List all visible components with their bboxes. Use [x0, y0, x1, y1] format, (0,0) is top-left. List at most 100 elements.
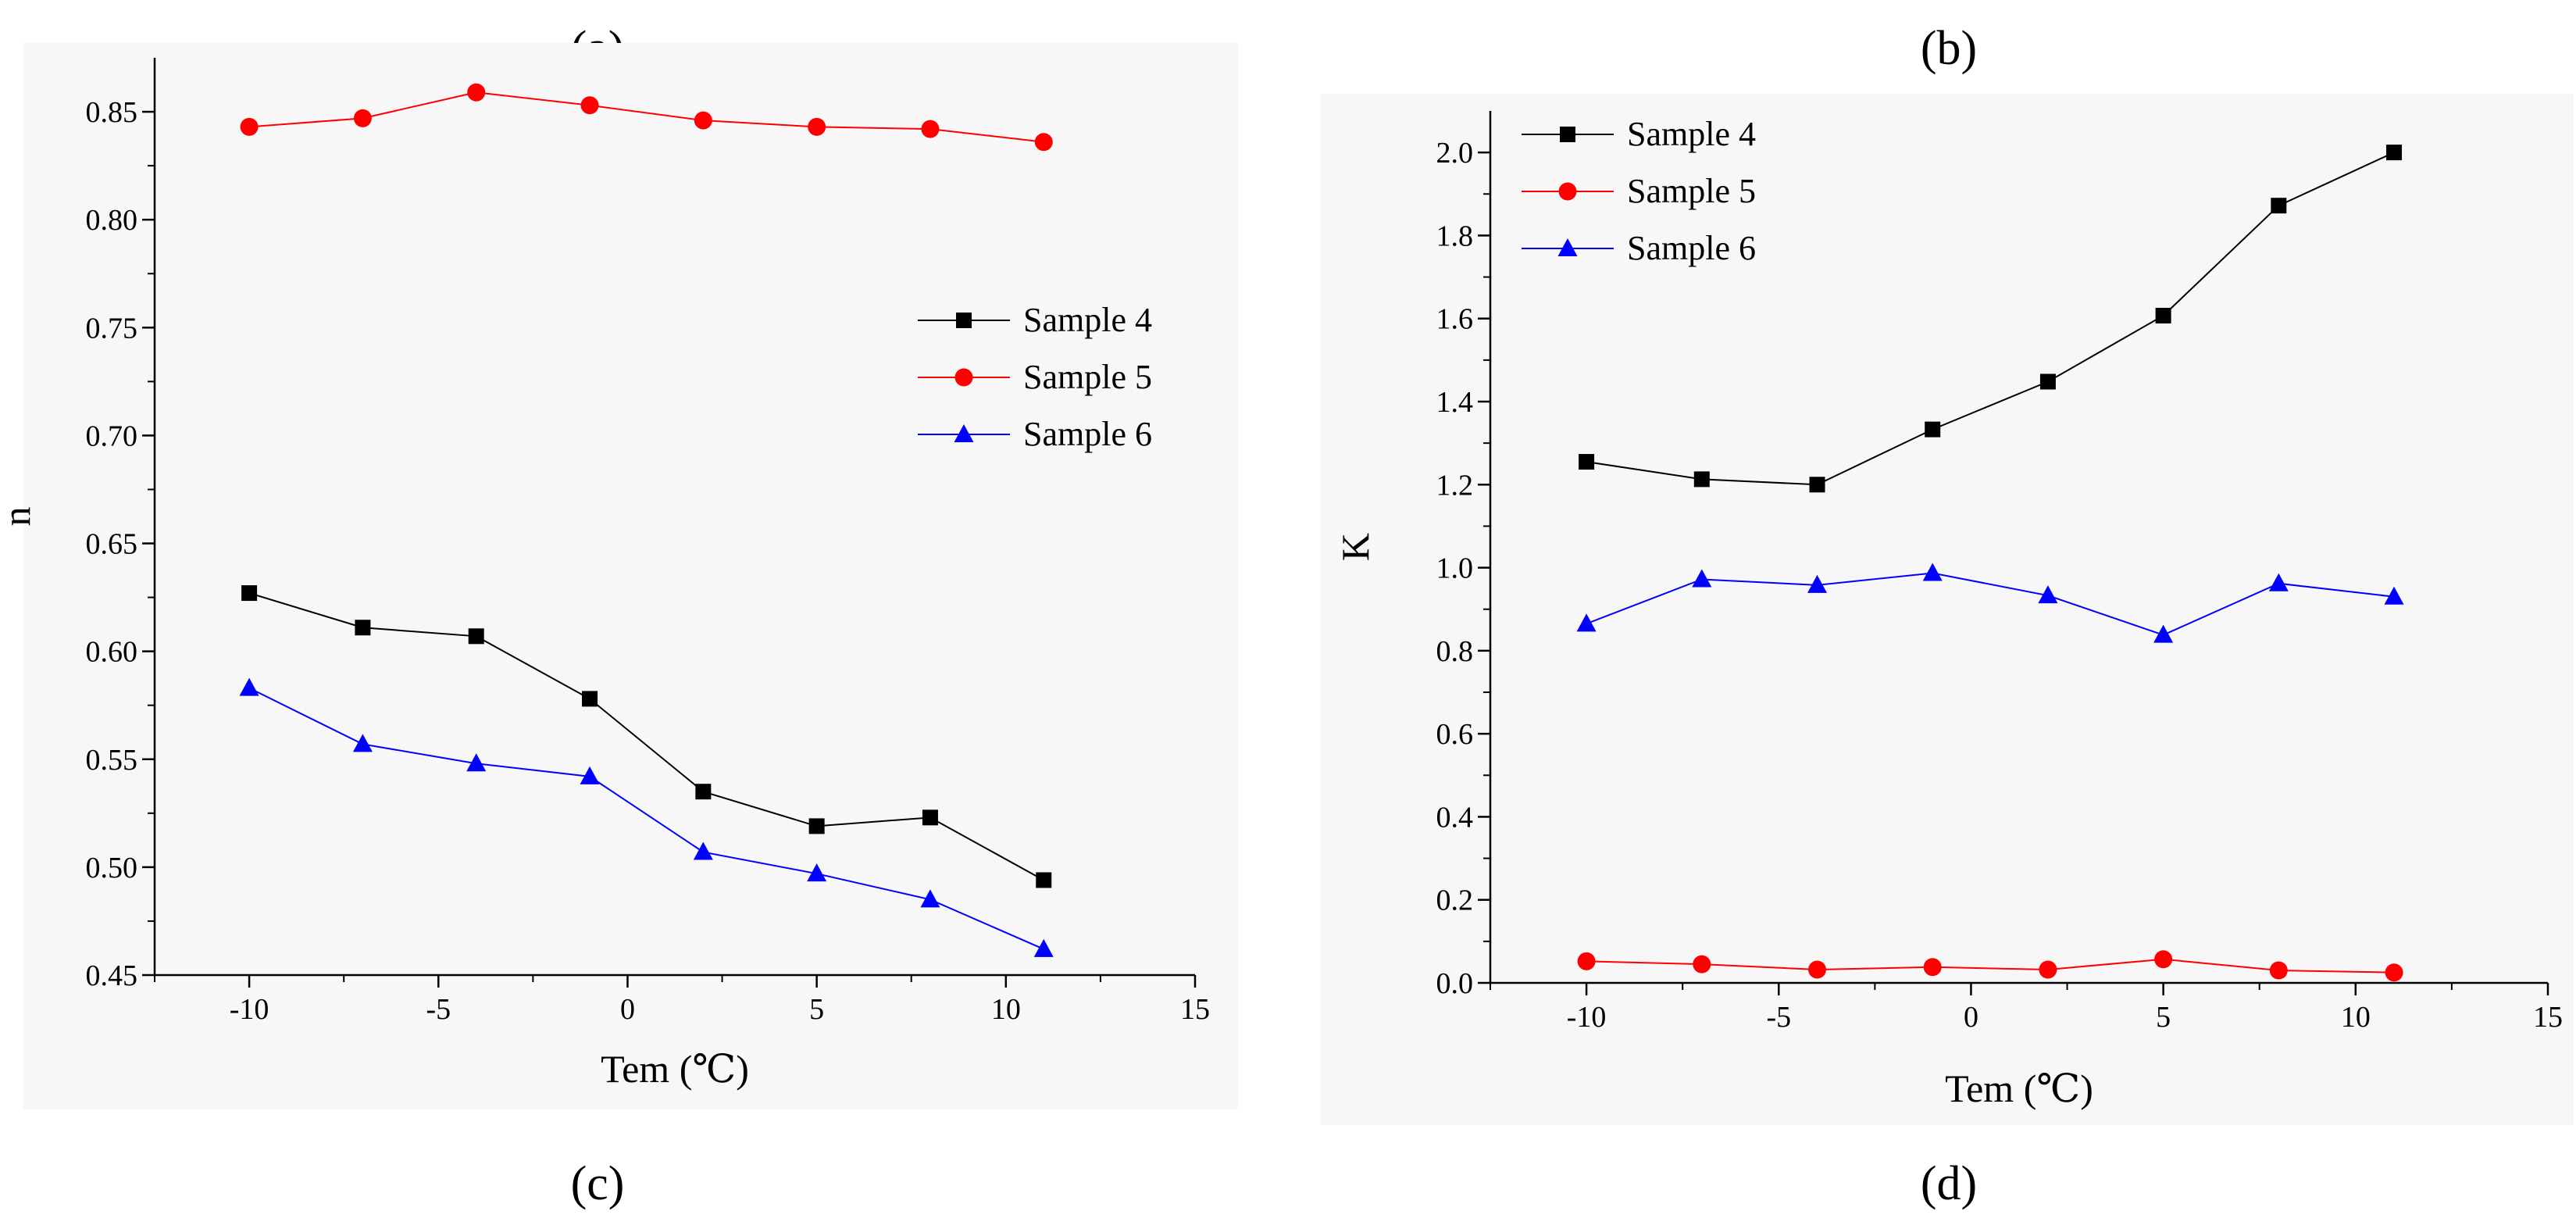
x-tick-label: -5: [1766, 1001, 1791, 1034]
data-point: [1925, 421, 1941, 438]
data-point: [1576, 613, 1597, 632]
data-point: [807, 863, 827, 882]
data-point: [922, 809, 938, 826]
plot-background: [23, 43, 1238, 1109]
series-line: [248, 687, 1044, 950]
data-point: [241, 585, 258, 602]
data-point: [1808, 960, 1827, 979]
y-axis-title: K: [1333, 533, 1377, 561]
legend-label: Sample 5: [1627, 172, 1756, 210]
chart-n-vs-temperature: 0.45 0.50 0.55 0.60 0.65 0.70 0.75 0.80 0.85 -10 -…: [0, 43, 1238, 1109]
y-tick-label: 2.0: [1436, 137, 1474, 170]
data-point: [353, 109, 372, 127]
data-point: [2268, 573, 2289, 591]
x-axis-title: Tem (℃): [1945, 1066, 2093, 1110]
data-point: [2384, 586, 2404, 605]
x-tick-label: 0: [1964, 1001, 1978, 1034]
x-tick-label: 5: [809, 993, 824, 1026]
data-point: [1809, 477, 1825, 493]
legend-marker: [1558, 182, 1577, 201]
y-tick-label: 0.2: [1436, 884, 1474, 917]
legend-marker: [954, 424, 974, 442]
legend-label: Sample 4: [1627, 115, 1756, 153]
y-tick-label: 0.85: [86, 96, 138, 129]
x-tick-label: 15: [1180, 993, 1210, 1026]
y-tick-label: 1.0: [1436, 552, 1474, 585]
data-point: [352, 734, 373, 752]
data-point: [1922, 563, 1943, 581]
data-point: [2269, 961, 2288, 980]
data-point: [2038, 585, 2058, 604]
y-tick-label: 0.8: [1436, 635, 1474, 668]
data-point: [2271, 198, 2287, 214]
panel-label-b: (b): [1921, 22, 1977, 75]
data-point: [1807, 574, 1828, 593]
data-point: [921, 120, 940, 138]
legend-marker: [956, 313, 972, 328]
data-point: [580, 766, 600, 784]
y-tick-label: 0.6: [1436, 718, 1474, 751]
legend-label: Sample 6: [1627, 229, 1756, 267]
data-point: [1693, 471, 1710, 488]
chart-k-vs-temperature: 0.0 0.2 0.4 0.6 0.8 1.0 1.2 1.4 1.6 1.8 2.0 -10 -5 0 5…: [1320, 94, 2574, 1125]
data-point: [2155, 307, 2171, 323]
panel-label-d: (d): [1921, 1157, 1977, 1210]
y-tick-label: 1.2: [1436, 469, 1474, 502]
data-point: [468, 628, 484, 645]
series-line: [248, 592, 1044, 881]
data-point: [2385, 963, 2403, 982]
y-tick-label: 0.4: [1436, 801, 1474, 834]
series-line: [1586, 958, 2395, 974]
data-point: [1577, 952, 1596, 970]
data-point: [239, 677, 259, 696]
x-tick-label: 10: [2341, 1001, 2371, 1034]
series-sample-5: [1577, 950, 2403, 982]
x-tick-label: 10: [991, 993, 1021, 1026]
data-point: [1579, 454, 1595, 470]
y-tick-label: 0.45: [86, 959, 138, 992]
legend-label: Sample 4: [1023, 301, 1152, 339]
series-sample-4: [241, 585, 1052, 888]
data-point: [693, 841, 713, 860]
data-point: [1692, 569, 1712, 588]
x-tick-label: 0: [620, 993, 635, 1026]
y-tick-label: 1.8: [1436, 220, 1474, 252]
data-point: [1033, 938, 1054, 957]
data-point: [1034, 133, 1053, 152]
y-tick-label: 0.55: [86, 744, 138, 777]
x-tick-label: -10: [1567, 1001, 1607, 1034]
data-point: [580, 96, 599, 115]
data-point: [1923, 958, 1942, 977]
series-sample-4: [1579, 145, 2403, 493]
legend-label: Sample 6: [1023, 415, 1152, 453]
panel-label-c: (c): [571, 1157, 625, 1210]
legend-marker: [954, 368, 973, 387]
y-tick-label: 0.75: [86, 312, 138, 345]
legend-marker: [1557, 238, 1578, 256]
y-tick-label: 0.50: [86, 852, 138, 884]
y-tick-label: 0.70: [86, 420, 138, 452]
x-tick-label: -5: [426, 993, 451, 1026]
data-point: [695, 784, 712, 800]
y-tick-label: 0.0: [1436, 967, 1474, 1000]
x-tick-label: 15: [2533, 1001, 2563, 1034]
data-point: [466, 753, 487, 772]
data-point: [2039, 960, 2057, 979]
x-tick-label: 5: [2156, 1001, 2171, 1034]
x-tick-label: -10: [230, 993, 269, 1026]
x-axis-title: Tem (℃): [601, 1047, 749, 1091]
y-tick-label: 0.80: [86, 204, 138, 237]
plot-background: [1320, 94, 2574, 1125]
data-point: [2386, 145, 2403, 161]
data-point: [694, 111, 712, 130]
y-tick-label: 0.60: [86, 636, 138, 669]
y-tick-label: 1.6: [1436, 303, 1474, 336]
data-point: [808, 818, 825, 834]
y-axis-title: n: [0, 507, 38, 527]
data-point: [467, 83, 486, 102]
y-tick-label: 0.65: [86, 528, 138, 561]
legend-marker: [1560, 127, 1575, 142]
series-sample-5: [240, 83, 1053, 152]
data-point: [1693, 955, 1711, 974]
data-point: [808, 117, 826, 136]
